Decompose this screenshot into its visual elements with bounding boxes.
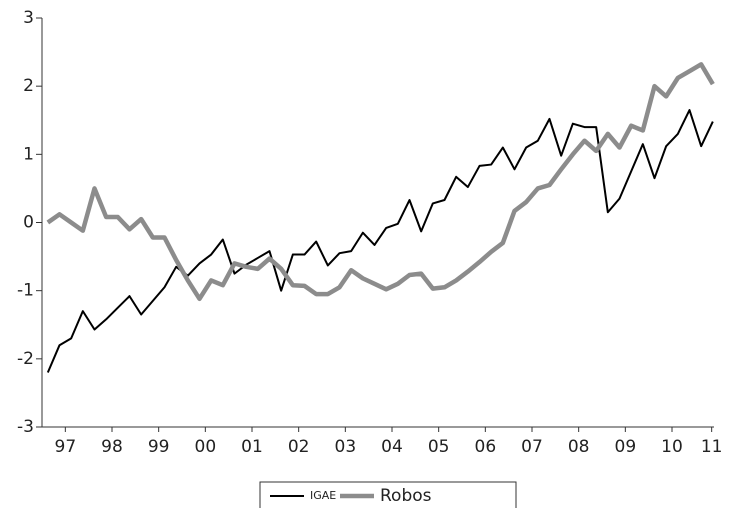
- x-tick-label: 00: [195, 437, 217, 457]
- x-tick-label: 98: [101, 437, 123, 457]
- x-tick-label: 01: [241, 437, 263, 457]
- x-tick-label: 06: [475, 437, 497, 457]
- x-tick-label: 10: [661, 437, 683, 457]
- y-tick-label: 3: [23, 8, 34, 28]
- y-tick-label: 1: [23, 144, 34, 164]
- x-tick-label: 07: [521, 437, 543, 457]
- x-tick-label: 03: [335, 437, 357, 457]
- x-tick-label: 02: [288, 437, 310, 457]
- y-tick-label: 2: [23, 76, 34, 96]
- y-tick-label: -1: [17, 281, 34, 301]
- series-line: [46, 109, 714, 373]
- legend-label: Robos: [380, 486, 432, 506]
- legend-box: [259, 481, 517, 508]
- x-tick-label: 97: [55, 437, 77, 457]
- x-tick-label: 11: [701, 437, 723, 457]
- x-tick-label: 09: [615, 437, 637, 457]
- y-tick-label: -2: [17, 349, 34, 369]
- x-tick-label: 99: [148, 437, 170, 457]
- x-tick-label: 08: [568, 437, 590, 457]
- y-tick-label: -3: [17, 417, 34, 437]
- y-tick-label: 0: [23, 213, 34, 233]
- x-tick-label: 05: [428, 437, 450, 457]
- legend-label: IGAE: [310, 489, 336, 502]
- x-tick-label: 04: [381, 437, 403, 457]
- series-line: [46, 62, 715, 302]
